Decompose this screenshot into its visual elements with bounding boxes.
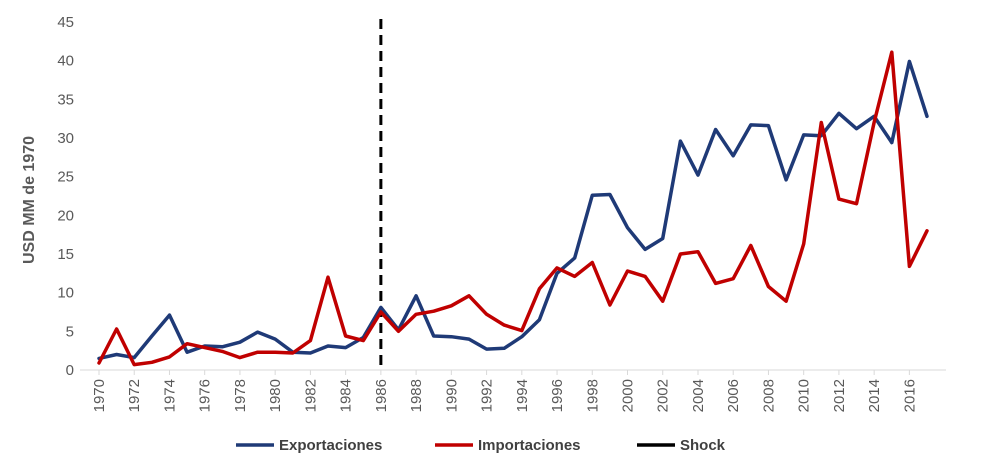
x-tick-label: 2002 (655, 379, 672, 412)
y-tick-label: 35 (57, 91, 74, 108)
series-lines (97, 50, 929, 367)
x-tick-label: 1996 (549, 379, 566, 412)
x-tick-label: 1992 (479, 379, 496, 412)
x-tick-label: 1974 (161, 379, 178, 412)
legend: Exportaciones Importaciones Shock (236, 437, 726, 454)
x-tick-label: 1976 (197, 379, 214, 412)
y-tick-label: 40 (57, 53, 74, 70)
y-axis-title: USD MM de 1970 (21, 136, 38, 264)
x-tick-label: 1986 (373, 379, 390, 412)
y-axis-ticks: 0 5 10 15 20 25 30 35 40 45 (57, 14, 74, 379)
y-tick-label: 20 (57, 207, 74, 224)
x-tick-label: 1988 (408, 379, 425, 412)
x-tick-label: 2012 (831, 379, 848, 412)
x-tick-label: 1978 (232, 379, 249, 412)
legend-label: Importaciones (478, 437, 581, 454)
x-tick-label: 2008 (760, 379, 777, 412)
x-tick-label: 2006 (725, 379, 742, 412)
x-tick-label: 1994 (514, 379, 531, 412)
x-tick-label: 2004 (690, 379, 707, 412)
legend-label: Exportaciones (279, 437, 382, 454)
x-tick-label: 2014 (866, 379, 883, 412)
x-tick-label: 2016 (901, 379, 918, 412)
x-tick-label: 1970 (91, 379, 108, 412)
x-tick-label: 1982 (302, 379, 319, 412)
x-tick-label: 2010 (796, 379, 813, 412)
series-line-importaciones (97, 50, 929, 367)
x-tick-label: 1990 (443, 379, 460, 412)
y-tick-label: 45 (57, 14, 74, 31)
x-tick-label: 1984 (338, 379, 355, 412)
y-tick-label: 15 (57, 246, 74, 263)
y-tick-label: 30 (57, 130, 74, 147)
x-tick-label: 2000 (620, 379, 637, 412)
x-tick-label: 1998 (584, 379, 601, 412)
series-line-exportaciones (97, 59, 929, 361)
x-tick-label: 1972 (126, 379, 143, 412)
y-tick-label: 5 (66, 323, 74, 340)
y-tick-label: 25 (57, 169, 74, 186)
y-tick-label: 10 (57, 285, 74, 302)
legend-label: Shock (680, 437, 726, 454)
x-tick-label: 1980 (267, 379, 284, 412)
x-axis-ticks: 1970 1972 1974 1976 1978 1980 1982 1984 1986 1988… (91, 370, 918, 412)
y-tick-label: 0 (66, 362, 74, 379)
